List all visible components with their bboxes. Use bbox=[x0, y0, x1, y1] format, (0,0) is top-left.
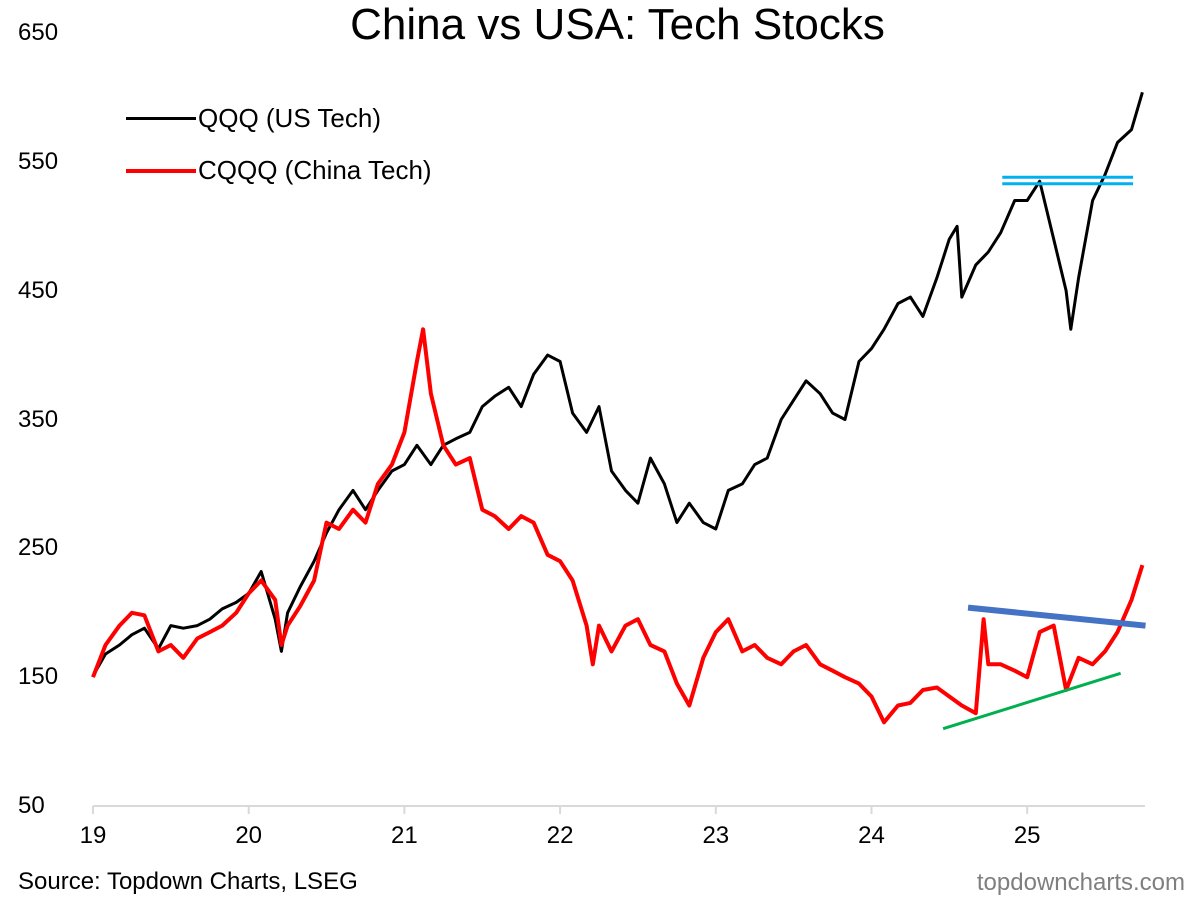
legend-swatch-cqqq bbox=[126, 168, 196, 173]
x-tick-label: 24 bbox=[858, 822, 885, 849]
brand-watermark: topdowncharts.com bbox=[976, 869, 1185, 896]
x-tick-label: 25 bbox=[1013, 822, 1041, 849]
y-tick-label: 650 bbox=[18, 19, 59, 46]
x-tick-label: 20 bbox=[235, 822, 263, 849]
series-line-qqq bbox=[91, 91, 1144, 677]
y-tick-label: 250 bbox=[18, 534, 59, 562]
legend-label-qqq: QQQ (US Tech) bbox=[198, 103, 382, 133]
x-tick-label: 23 bbox=[702, 822, 730, 849]
x-tick-label: 19 bbox=[79, 822, 107, 849]
x-tick-label: 21 bbox=[391, 822, 418, 849]
legend-item-cqqq: CQQQ (China Tech) bbox=[126, 155, 432, 186]
annotation-cqqq-resistance bbox=[967, 604, 1146, 629]
annotation-cqqq-support bbox=[942, 671, 1122, 731]
y-tick-label: 550 bbox=[18, 147, 59, 175]
y-tick-label: 450 bbox=[18, 276, 59, 304]
y-tick-label: 350 bbox=[18, 405, 59, 433]
legend-label-cqqq: CQQQ (China Tech) bbox=[198, 155, 432, 185]
x-tick-label: 22 bbox=[546, 822, 574, 849]
legend-item-qqq: QQQ (US Tech) bbox=[126, 103, 381, 134]
chart-title: China vs USA: Tech Stocks bbox=[350, 0, 885, 49]
y-tick-label: 50 bbox=[18, 792, 45, 819]
y-tick-label: 150 bbox=[18, 663, 59, 691]
source-note: Source: Topdown Charts, LSEG bbox=[18, 868, 358, 895]
series-line-cqqq bbox=[91, 327, 1145, 725]
legend-swatch-qqq bbox=[126, 117, 196, 120]
